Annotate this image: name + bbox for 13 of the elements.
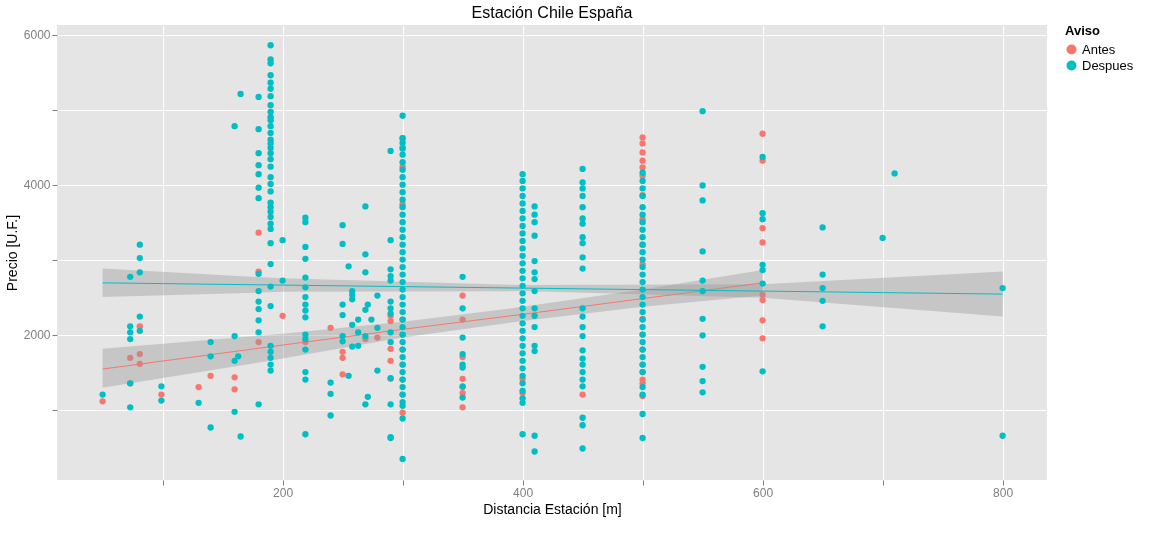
chart-title: Estación Chile España: [471, 4, 633, 21]
y-tick-label: 6000: [23, 28, 51, 43]
legend-title: Aviso: [1065, 23, 1100, 38]
legend-label: Antes: [1082, 41, 1116, 57]
x-tick-label: 800: [993, 485, 1014, 500]
y-tick-label: 4000: [23, 178, 51, 193]
legend-label: Despues: [1082, 57, 1134, 73]
x-tick-label: 200: [273, 485, 294, 500]
x-tick-label: 400: [513, 485, 534, 500]
x-axis-title: Distancia Estación [m]: [483, 500, 622, 517]
x-tick-label: 600: [753, 485, 774, 500]
y-axis-title: Precio [U.F.]: [3, 214, 20, 292]
y-tick-label: 2000: [23, 328, 51, 343]
